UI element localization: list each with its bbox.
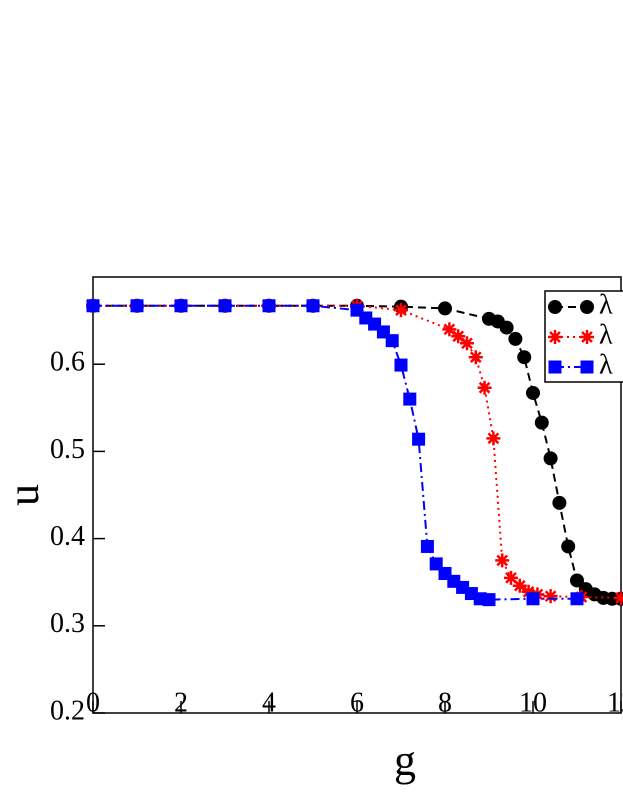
data-point: [570, 573, 584, 588]
series-line: [93, 304, 621, 600]
data-point: [218, 299, 232, 313]
data-point: [504, 570, 518, 585]
data-point: [521, 584, 536, 599]
x-tick-label: 0: [86, 687, 100, 718]
data-point: [460, 336, 474, 351]
legend-marker: [580, 330, 594, 344]
data-point: [526, 385, 540, 400]
data-point: [174, 299, 188, 313]
data-point: [468, 350, 483, 365]
data-point: [438, 301, 452, 316]
legend-label: λ: [599, 349, 613, 380]
data-point: [477, 380, 492, 395]
data-point: [412, 432, 426, 446]
data-point: [262, 299, 276, 313]
data-point: [394, 358, 408, 372]
data-point: [130, 299, 144, 313]
data-point: [306, 299, 320, 313]
x-axis-label: g: [394, 736, 416, 785]
data-point: [385, 334, 399, 348]
data-point: [570, 592, 584, 606]
y-axis-label: u: [0, 484, 48, 506]
legend-label: λ: [599, 289, 613, 320]
data-point: [499, 320, 514, 335]
x-tick-label: 10: [519, 687, 547, 718]
plot-frame: [92, 276, 622, 714]
data-point: [486, 431, 501, 446]
data-point: [420, 539, 434, 553]
data-point: [482, 593, 496, 607]
data-point: [561, 539, 576, 554]
y-tick-label: 0.6: [50, 347, 85, 378]
y-tick-label: 0.4: [50, 521, 85, 552]
x-tick-label: 4: [262, 687, 276, 718]
data-point: [451, 329, 466, 344]
series-line: [93, 304, 622, 599]
legend-marker: [580, 300, 594, 314]
legend-marker: [548, 300, 562, 314]
legend-marker: [548, 330, 562, 344]
legend-marker: [548, 360, 562, 374]
data-point: [543, 451, 558, 466]
data-point: [534, 415, 549, 430]
y-tick-label: 0.3: [50, 608, 85, 639]
data-point: [508, 331, 523, 346]
data-point: [614, 590, 623, 605]
data-point: [86, 299, 100, 313]
data-point: [517, 350, 532, 365]
series-line: [93, 304, 577, 601]
data-point: [495, 553, 510, 568]
x-tick-label: 6: [350, 687, 364, 718]
data-point: [403, 392, 417, 406]
data-point: [394, 303, 408, 318]
x-tick-label: 2: [174, 687, 188, 718]
y-tick-label: 0.2: [50, 695, 85, 726]
data-point: [552, 495, 567, 510]
data-point: [543, 589, 558, 604]
x-tick-label: 8: [438, 687, 452, 718]
legend-marker: [580, 360, 594, 374]
data-point: [526, 592, 540, 606]
x-tick-label: 12: [607, 687, 623, 718]
data-point: [512, 578, 527, 593]
y-tick-label: 0.5: [50, 434, 85, 465]
data-point: [442, 322, 457, 337]
legend-label: λ: [599, 319, 613, 350]
